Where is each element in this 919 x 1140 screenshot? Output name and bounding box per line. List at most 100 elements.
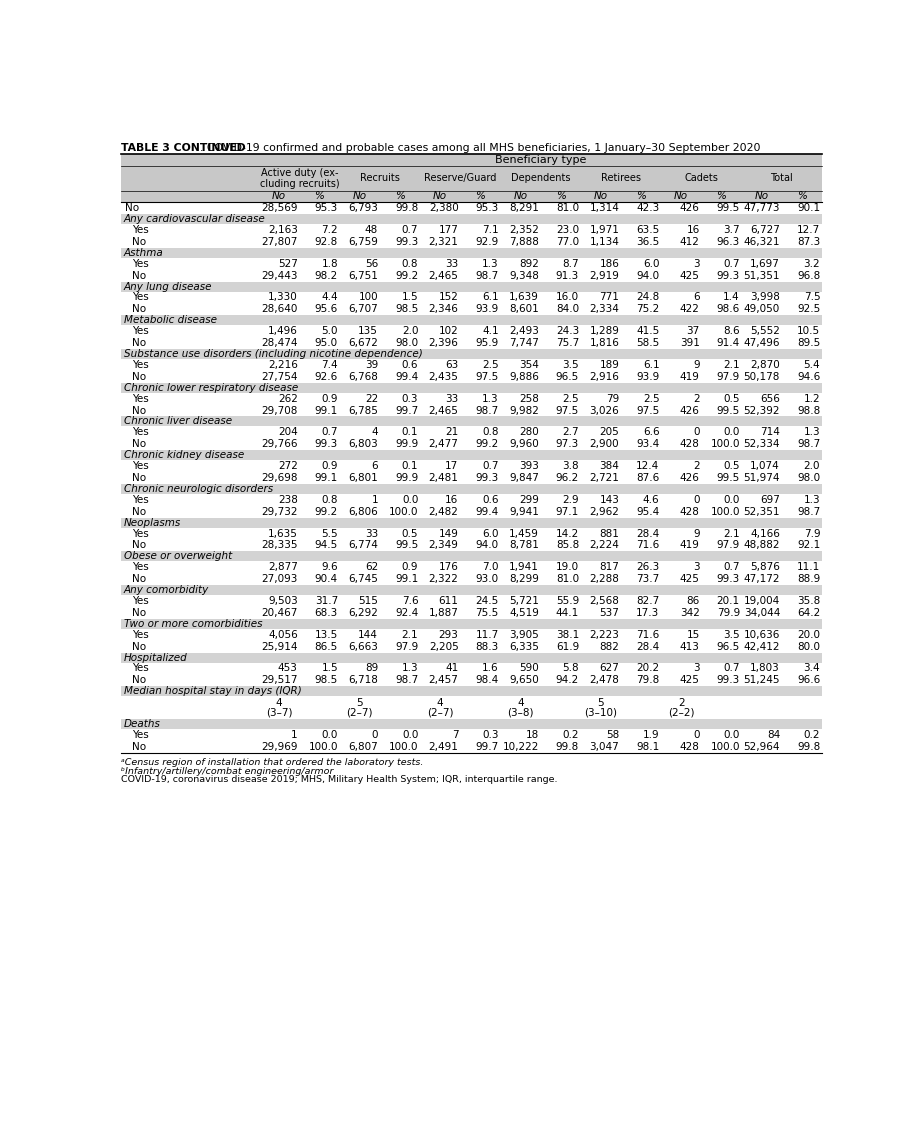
Text: 2.5: 2.5 — [562, 393, 578, 404]
Bar — [121, 629, 821, 641]
Text: No: No — [272, 192, 286, 202]
Text: 3.8: 3.8 — [562, 461, 578, 471]
Bar — [121, 316, 821, 325]
Text: 3,905: 3,905 — [508, 629, 539, 640]
Text: 4.6: 4.6 — [642, 495, 659, 505]
Text: 89.5: 89.5 — [796, 339, 820, 348]
Text: 98.7: 98.7 — [796, 439, 820, 449]
Text: 100.0: 100.0 — [709, 439, 739, 449]
Text: 98.1: 98.1 — [636, 742, 659, 752]
Text: (3–8): (3–8) — [506, 708, 533, 718]
Text: 817: 817 — [599, 562, 618, 572]
Text: 419: 419 — [679, 540, 699, 551]
Text: 0.0: 0.0 — [402, 495, 418, 505]
Text: 412: 412 — [679, 237, 699, 247]
Text: 82.7: 82.7 — [636, 596, 659, 606]
Text: 97.9: 97.9 — [716, 540, 739, 551]
Text: 1,289: 1,289 — [589, 326, 618, 336]
Text: Median hospital stay in days (IQR): Median hospital stay in days (IQR) — [123, 686, 301, 697]
Text: 29,443: 29,443 — [261, 270, 298, 280]
Text: 98.8: 98.8 — [796, 406, 820, 416]
Text: No: No — [132, 742, 146, 752]
Text: No: No — [132, 439, 146, 449]
Text: 99.5: 99.5 — [716, 473, 739, 483]
Bar — [121, 393, 821, 405]
Bar — [121, 662, 821, 675]
Text: 20.0: 20.0 — [797, 629, 820, 640]
Bar — [121, 619, 821, 629]
Text: No: No — [433, 192, 447, 202]
Text: 453: 453 — [278, 663, 298, 674]
Text: 99.3: 99.3 — [314, 439, 337, 449]
Text: 46,321: 46,321 — [743, 237, 779, 247]
Text: 27,807: 27,807 — [261, 237, 298, 247]
Text: No: No — [352, 192, 367, 202]
Bar — [121, 325, 821, 337]
Text: 280: 280 — [518, 428, 539, 438]
Text: 8,291: 8,291 — [508, 203, 539, 213]
Text: 99.3: 99.3 — [716, 675, 739, 685]
Text: 2,477: 2,477 — [428, 439, 458, 449]
Text: No: No — [132, 473, 146, 483]
Text: 2,334: 2,334 — [589, 304, 618, 315]
Text: 5,552: 5,552 — [749, 326, 779, 336]
Text: 1.3: 1.3 — [482, 393, 498, 404]
Text: 0.9: 0.9 — [402, 562, 418, 572]
Text: 262: 262 — [278, 393, 298, 404]
Text: 2: 2 — [692, 461, 699, 471]
Text: 99.3: 99.3 — [394, 237, 418, 247]
Text: 8,299: 8,299 — [508, 575, 539, 584]
Text: 6,806: 6,806 — [348, 506, 378, 516]
Text: 0.9: 0.9 — [321, 393, 337, 404]
Bar — [419, 166, 500, 190]
Text: 9,982: 9,982 — [508, 406, 539, 416]
Text: No: No — [132, 237, 146, 247]
Text: 2,224: 2,224 — [589, 540, 618, 551]
Bar — [121, 247, 821, 258]
Text: Recruits: Recruits — [359, 173, 399, 184]
Text: 93.9: 93.9 — [475, 304, 498, 315]
Text: 2.0: 2.0 — [803, 461, 820, 471]
Bar — [121, 606, 821, 619]
Text: 75.7: 75.7 — [555, 339, 578, 348]
Text: 8.7: 8.7 — [562, 259, 578, 269]
Text: . COVID-19 confirmed and probable cases among all MHS beneficiaries, 1 January–3: . COVID-19 confirmed and probable cases … — [200, 142, 760, 153]
Text: 6,663: 6,663 — [348, 642, 378, 652]
Text: 5: 5 — [596, 698, 604, 708]
Text: 272: 272 — [278, 461, 298, 471]
Text: Yes: Yes — [132, 360, 149, 370]
Text: No: No — [132, 506, 146, 516]
Text: 6,803: 6,803 — [348, 439, 378, 449]
Text: 47,496: 47,496 — [743, 339, 779, 348]
Text: 6.1: 6.1 — [482, 293, 498, 302]
Text: 0.8: 0.8 — [321, 495, 337, 505]
Text: 62: 62 — [365, 562, 378, 572]
Text: (3–10): (3–10) — [584, 708, 617, 718]
Text: 97.9: 97.9 — [716, 372, 739, 382]
Bar — [121, 506, 821, 518]
Text: 99.2: 99.2 — [314, 506, 337, 516]
Text: 881: 881 — [599, 529, 618, 538]
Text: 98.6: 98.6 — [716, 304, 739, 315]
Text: 58.5: 58.5 — [636, 339, 659, 348]
Text: 12.4: 12.4 — [636, 461, 659, 471]
Text: 0: 0 — [692, 428, 699, 438]
Text: 93.9: 93.9 — [636, 372, 659, 382]
Text: 714: 714 — [759, 428, 779, 438]
Text: 24.3: 24.3 — [555, 326, 578, 336]
Text: 99.7: 99.7 — [394, 406, 418, 416]
Text: 99.5: 99.5 — [716, 203, 739, 213]
Text: 1,635: 1,635 — [267, 529, 298, 538]
Text: 27,093: 27,093 — [261, 575, 298, 584]
Text: Yes: Yes — [132, 393, 149, 404]
Text: 0.0: 0.0 — [722, 428, 739, 438]
Text: 29,708: 29,708 — [261, 406, 298, 416]
Text: 2,321: 2,321 — [428, 237, 458, 247]
Text: 2,435: 2,435 — [428, 372, 458, 382]
Text: No: No — [132, 339, 146, 348]
Text: 81.0: 81.0 — [555, 575, 578, 584]
Text: 0.0: 0.0 — [722, 495, 739, 505]
Text: 98.7: 98.7 — [796, 506, 820, 516]
Text: 6,774: 6,774 — [348, 540, 378, 551]
Bar — [121, 225, 821, 236]
